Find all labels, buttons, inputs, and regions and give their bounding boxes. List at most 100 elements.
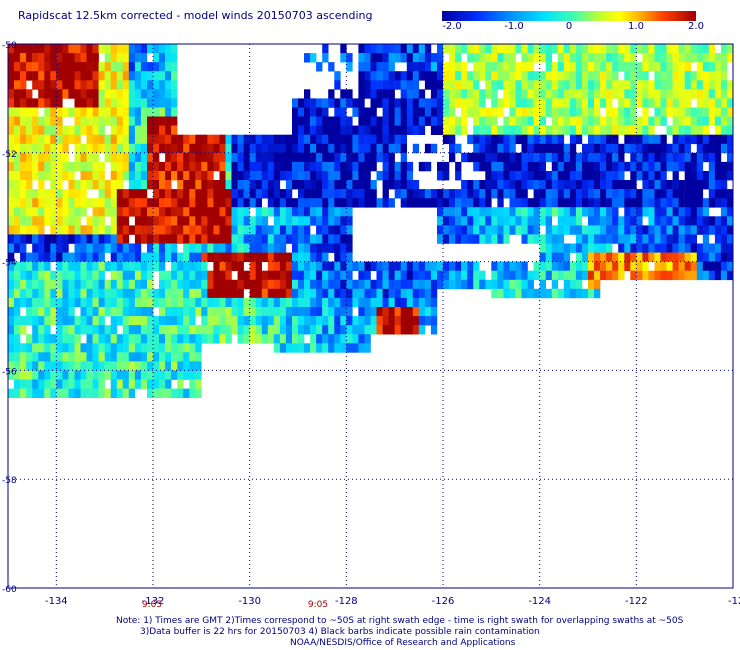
- heatmap-cell: [437, 189, 444, 199]
- heatmap-cell: [279, 334, 287, 344]
- heatmap-cell: [310, 316, 317, 326]
- heatmap-cell: [92, 370, 99, 380]
- heatmap-cell: [594, 53, 601, 63]
- heatmap-cell: [358, 107, 365, 117]
- heatmap-cell: [388, 143, 395, 154]
- heatmap-cell: [38, 53, 45, 63]
- heatmap-cell: [147, 225, 154, 235]
- heatmap-cell: [430, 89, 438, 99]
- heatmap-cell: [128, 71, 136, 81]
- heatmap-cell: [231, 180, 238, 190]
- heatmap-cell: [92, 343, 99, 353]
- heatmap-cell: [50, 361, 57, 371]
- heatmap-cell: [304, 171, 311, 181]
- heatmap-cell: [485, 279, 492, 290]
- heatmap-cell: [449, 62, 456, 72]
- heatmap-cell: [727, 252, 734, 262]
- heatmap-cell: [690, 116, 697, 126]
- heatmap-cell: [515, 152, 522, 163]
- heatmap-cell: [382, 171, 389, 181]
- heatmap-cell: [44, 343, 51, 353]
- heatmap-cell: [690, 252, 697, 262]
- heatmap-cell: [400, 89, 407, 99]
- heatmap-cell: [394, 288, 401, 299]
- heatmap-cell: [449, 71, 456, 81]
- heatmap-cell: [328, 243, 335, 253]
- heatmap-cell: [642, 134, 649, 145]
- heatmap-cell: [678, 252, 685, 262]
- heatmap-cell: [237, 334, 244, 344]
- heatmap-cell: [128, 143, 136, 154]
- heatmap-cell: [201, 261, 208, 271]
- heatmap-cell: [340, 152, 347, 163]
- heatmap-cell: [110, 171, 117, 181]
- heatmap-cell: [56, 334, 63, 344]
- heatmap-cell: [727, 243, 734, 253]
- heatmap-cell: [394, 307, 401, 317]
- heatmap-cell: [243, 216, 250, 226]
- heatmap-cell: [80, 252, 87, 262]
- heatmap-cell: [569, 143, 577, 154]
- heatmap-cell: [642, 189, 649, 199]
- heatmap-cell: [292, 343, 299, 353]
- heatmap-cell: [165, 234, 172, 244]
- heatmap-cell: [322, 161, 329, 172]
- heatmap-cell: [56, 71, 63, 81]
- heatmap-cell: [38, 379, 45, 389]
- heatmap-cell: [86, 252, 93, 262]
- heatmap-cell: [563, 107, 571, 117]
- heatmap-cell: [237, 243, 244, 253]
- heatmap-cell: [449, 261, 456, 271]
- heatmap-cell: [86, 270, 93, 281]
- heatmap-cell: [551, 225, 559, 235]
- heatmap-cell: [569, 107, 577, 117]
- heatmap-cell: [521, 198, 528, 208]
- heatmap-cell: [424, 270, 432, 281]
- heatmap-cell: [177, 297, 184, 308]
- heatmap-cell: [128, 370, 136, 380]
- heatmap-cell: [334, 107, 341, 117]
- heatmap-cell: [213, 234, 220, 244]
- heatmap-cell: [104, 225, 111, 235]
- heatmap-cell: [418, 270, 426, 281]
- heatmap-cell: [207, 161, 214, 172]
- heatmap-cell: [575, 216, 583, 226]
- heatmap-cell: [727, 80, 734, 90]
- heatmap-cell: [14, 370, 21, 380]
- heatmap-cell: [134, 270, 142, 281]
- heatmap-cell: [612, 171, 619, 181]
- heatmap-cell: [714, 71, 722, 81]
- heatmap-cell: [727, 234, 734, 244]
- heatmap-cell: [418, 297, 426, 308]
- heatmap-cell: [509, 125, 516, 135]
- heatmap-cell: [727, 125, 734, 135]
- heatmap-cell: [479, 107, 486, 117]
- heatmap-cell: [648, 116, 655, 126]
- heatmap-cell: [521, 143, 528, 154]
- heatmap-cell: [328, 161, 335, 172]
- heatmap-cell: [44, 152, 51, 163]
- heatmap-cell: [279, 243, 287, 253]
- heatmap-cell: [32, 198, 39, 208]
- heatmap-cell: [20, 352, 27, 362]
- heatmap-cell: [455, 125, 462, 135]
- heatmap-cell: [503, 89, 510, 99]
- heatmap-cell: [418, 107, 426, 117]
- heatmap-cell: [26, 207, 33, 217]
- heatmap-cell: [38, 234, 45, 244]
- heatmap-cell: [56, 216, 63, 226]
- heatmap-cell: [20, 207, 27, 217]
- heatmap-cell: [32, 98, 39, 108]
- heatmap-cell: [569, 279, 577, 290]
- heatmap-cell: [575, 107, 583, 117]
- heatmap-cell: [171, 161, 178, 172]
- heatmap-cell: [563, 216, 571, 226]
- heatmap-cell: [696, 71, 704, 81]
- heatmap-cell: [165, 80, 172, 90]
- heatmap-cell: [153, 343, 160, 353]
- heatmap-cell: [38, 143, 45, 154]
- heatmap-cell: [219, 261, 226, 271]
- heatmap-cell: [563, 71, 571, 81]
- heatmap-cell: [672, 189, 679, 199]
- heatmap-cell: [672, 53, 679, 63]
